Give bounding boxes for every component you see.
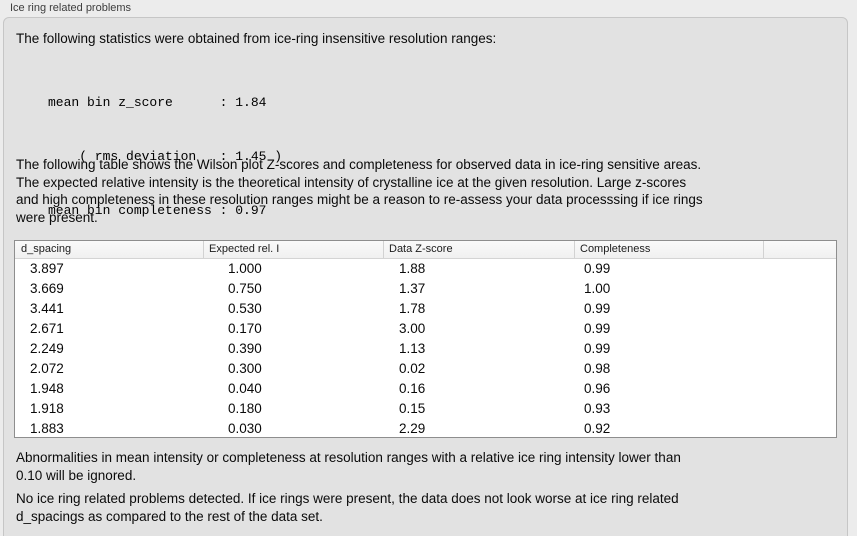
conclusion-text: No ice ring related problems detected. I… — [16, 490, 679, 525]
cell-expected-rel-i: 0.170 — [228, 321, 262, 336]
cell-completeness: 0.93 — [584, 401, 611, 416]
note-line: 0.10 will be ignored. — [16, 467, 137, 483]
cell-expected-rel-i: 0.300 — [228, 361, 262, 376]
cell-data-z-score: 3.00 — [399, 321, 426, 336]
cell-completeness: 0.99 — [584, 321, 611, 336]
cell-completeness: 1.00 — [584, 281, 611, 296]
stats-line-mean-z-score: mean bin z_score : 1.84 — [48, 95, 267, 110]
cell-completeness: 0.99 — [584, 261, 611, 276]
column-header-filler — [764, 241, 836, 258]
cell-expected-rel-i: 0.390 — [228, 341, 262, 356]
table-row[interactable]: 2.671 0.170 3.00 0.99 — [15, 319, 836, 339]
panel-title: Ice ring related problems — [10, 2, 132, 14]
stats-line-z-score-rms: ( rms deviation : 1.45 ) — [48, 149, 283, 164]
cell-expected-rel-i: 0.040 — [228, 381, 262, 396]
table-row[interactable]: 3.441 0.530 1.78 0.99 — [15, 299, 836, 319]
cell-d-spacing: 3.441 — [30, 301, 64, 316]
table-row[interactable]: 3.897 1.000 1.88 0.99 — [15, 259, 836, 279]
conclusion-line: No ice ring related problems detected. I… — [16, 491, 679, 506]
table-row[interactable]: 3.669 0.750 1.37 1.00 — [15, 279, 836, 299]
stats-intro-text: The following statistics were obtained f… — [16, 31, 497, 46]
cell-data-z-score: 1.37 — [399, 281, 426, 296]
cell-expected-rel-i: 0.530 — [228, 301, 262, 316]
column-header-data-z-score[interactable]: Data Z-score — [384, 241, 575, 258]
table-header-row: d_spacing Expected rel. I Data Z-score C… — [15, 241, 836, 259]
table-row[interactable]: 1.948 0.040 0.16 0.96 — [15, 379, 836, 399]
table-description: The following table shows the Wilson plo… — [16, 156, 703, 226]
cell-completeness: 0.99 — [584, 341, 611, 356]
table-description-line: and high completeness in these resolutio… — [16, 192, 703, 207]
conclusion-line: d_spacings as compared to the rest of th… — [16, 508, 323, 524]
note-line: Abnormalities in mean intensity or compl… — [16, 450, 681, 465]
cell-data-z-score: 1.13 — [399, 341, 426, 356]
cell-d-spacing: 1.918 — [30, 401, 64, 416]
ice-ring-table: d_spacing Expected rel. I Data Z-score C… — [14, 240, 837, 438]
cell-completeness: 0.96 — [584, 381, 611, 396]
cell-expected-rel-i: 0.180 — [228, 401, 262, 416]
cell-data-z-score: 1.88 — [399, 261, 426, 276]
table-description-line: The expected relative intensity is the t… — [16, 174, 687, 190]
stats-line-mean-completeness: mean bin completeness : 0.97 — [48, 203, 267, 218]
table-row[interactable]: 2.249 0.390 1.13 0.99 — [15, 339, 836, 359]
column-header-expected-rel-i[interactable]: Expected rel. I — [204, 241, 384, 258]
cell-data-z-score: 0.16 — [399, 381, 426, 396]
table-description-line: were present. — [16, 209, 98, 225]
cell-data-z-score: 0.02 — [399, 361, 426, 376]
table-row[interactable]: 2.072 0.300 0.02 0.98 — [15, 359, 836, 379]
cell-d-spacing: 2.072 — [30, 361, 64, 376]
table-row[interactable]: 1.918 0.180 0.15 0.93 — [15, 399, 836, 419]
cell-d-spacing: 3.669 — [30, 281, 64, 296]
cell-completeness: 0.92 — [584, 421, 611, 436]
cell-d-spacing: 3.897 — [30, 261, 64, 276]
table-description-line: The following table shows the Wilson plo… — [16, 157, 702, 172]
column-header-completeness[interactable]: Completeness — [575, 241, 764, 258]
cell-data-z-score: 1.78 — [399, 301, 426, 316]
cell-expected-rel-i: 0.030 — [228, 421, 262, 436]
cell-d-spacing: 1.883 — [30, 421, 64, 436]
ignore-threshold-note: Abnormalities in mean intensity or compl… — [16, 449, 681, 484]
cell-data-z-score: 2.29 — [399, 421, 426, 436]
cell-expected-rel-i: 0.750 — [228, 281, 262, 296]
table-row[interactable]: 1.883 0.030 2.29 0.92 — [15, 419, 836, 437]
cell-completeness: 0.99 — [584, 301, 611, 316]
column-header-d-spacing[interactable]: d_spacing — [15, 241, 204, 258]
cell-expected-rel-i: 1.000 — [228, 261, 262, 276]
cell-d-spacing: 1.948 — [30, 381, 64, 396]
cell-d-spacing: 2.671 — [30, 321, 64, 336]
cell-data-z-score: 0.15 — [399, 401, 426, 416]
cell-completeness: 0.98 — [584, 361, 611, 376]
cell-d-spacing: 2.249 — [30, 341, 64, 356]
